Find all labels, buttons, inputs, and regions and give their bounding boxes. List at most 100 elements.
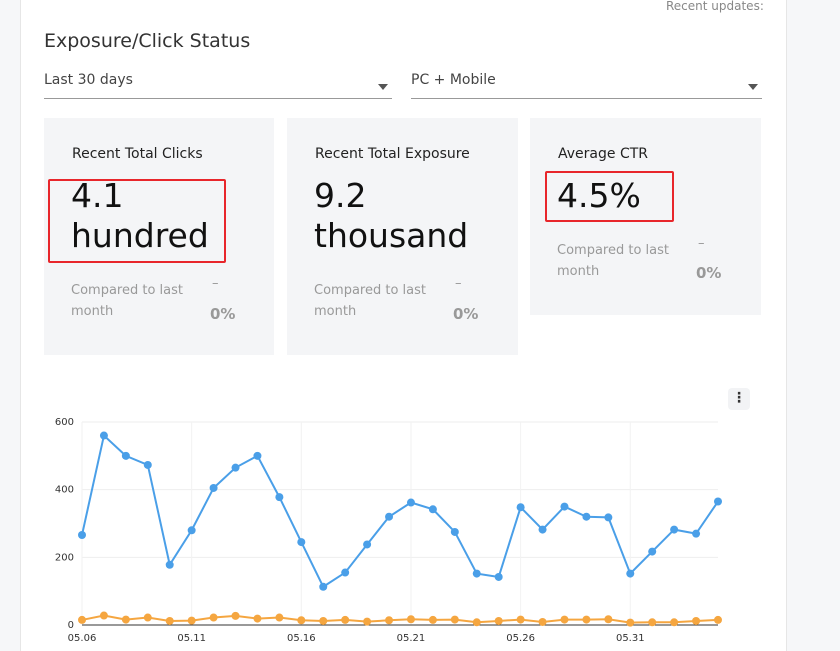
- data-point: [714, 615, 722, 624]
- card-change: 0%: [210, 305, 236, 323]
- card-value: 4.1 hundred: [71, 176, 209, 255]
- recent-updates: Recent updates:: [666, 0, 764, 13]
- data-point: [516, 615, 525, 624]
- data-point: [231, 463, 240, 472]
- data-point: [253, 451, 262, 460]
- data-point: [165, 560, 174, 569]
- select-text: PC + Mobile: [411, 72, 496, 88]
- y-tick-label: 400: [55, 485, 74, 496]
- data-point: [187, 616, 196, 625]
- section-title: Exposure/Click Status: [44, 30, 251, 52]
- card-label: Average CTR: [558, 146, 648, 162]
- data-point: [78, 615, 86, 624]
- data-point: [670, 525, 679, 534]
- data-point: [253, 614, 262, 623]
- data-point: [78, 531, 86, 540]
- data-point: [428, 505, 437, 514]
- y-tick-label: 200: [55, 552, 74, 563]
- data-point: [121, 615, 130, 624]
- card-change-mark: –: [698, 236, 705, 251]
- data-point: [494, 572, 503, 581]
- data-point: [560, 615, 569, 624]
- data-point: [297, 616, 306, 625]
- data-point: [385, 512, 394, 521]
- data-point: [406, 498, 415, 507]
- data-point: [626, 569, 635, 578]
- data-point: [494, 616, 503, 625]
- card-label: Recent Total Clicks: [72, 146, 203, 162]
- data-point: [582, 615, 591, 624]
- data-point: [648, 547, 657, 556]
- data-point: [560, 502, 569, 511]
- select-arrow: [378, 84, 388, 90]
- data-point: [209, 613, 218, 622]
- data-point: [626, 618, 635, 627]
- x-tick-label: 05.21: [397, 633, 426, 644]
- data-point: [297, 538, 306, 547]
- card-compare: Compared to last month: [314, 283, 426, 319]
- data-point: [670, 618, 679, 627]
- data-point: [319, 582, 328, 591]
- card-change-mark: –: [455, 276, 462, 291]
- x-tick-label: 05.11: [177, 633, 206, 644]
- data-point: [604, 615, 613, 624]
- data-point: [538, 617, 547, 626]
- data-point: [209, 483, 218, 492]
- data-point: [363, 540, 372, 549]
- stat-card: Recent Total Exposure 9.2 thousand Compa…: [287, 118, 518, 355]
- data-point: [692, 529, 701, 538]
- data-point: [538, 525, 547, 534]
- data-point: [363, 617, 372, 626]
- device-select[interactable]: PC + Mobile: [411, 72, 762, 99]
- chart: 0 200 400 600 05.06 05.11 05.16 05.21 05.26 05.31: [55, 417, 722, 644]
- data-point: [472, 618, 481, 627]
- x-tick-label: 05.26: [506, 633, 535, 644]
- data-point: [406, 615, 415, 624]
- data-point: [472, 569, 481, 578]
- card-value: 9.2 thousand: [314, 176, 469, 255]
- stat-card: Average CTR 4.5% Compared to last month …: [530, 118, 761, 315]
- data-point: [165, 616, 174, 625]
- chart-menu-button[interactable]: ⋮: [728, 388, 750, 410]
- data-point: [714, 497, 722, 506]
- data-point: [450, 527, 459, 536]
- data-point: [604, 513, 613, 522]
- period-select[interactable]: Last 30 days: [44, 72, 392, 99]
- data-point: [692, 616, 701, 625]
- card-change-mark: –: [212, 276, 219, 291]
- data-point: [341, 568, 350, 577]
- data-point: [385, 616, 394, 625]
- data-point: [143, 613, 152, 622]
- series-line: [81, 614, 719, 624]
- y-tick-label: 600: [55, 417, 74, 428]
- data-point: [341, 615, 350, 624]
- select-arrow: [748, 84, 758, 90]
- card-compare: Compared to last month: [71, 283, 183, 319]
- data-point: [121, 451, 130, 460]
- card-compare: Compared to last month: [557, 243, 669, 279]
- data-point: [99, 611, 108, 620]
- card-change: 0%: [453, 305, 479, 323]
- y-tick-label: 0: [68, 620, 74, 631]
- card-value: 4.5%: [557, 176, 641, 215]
- data-point: [428, 615, 437, 624]
- card-change: 0%: [696, 264, 722, 282]
- highlight-box: [545, 171, 674, 222]
- select-text: Last 30 days: [44, 72, 133, 88]
- series-line: [81, 433, 719, 589]
- x-tick-label: 05.31: [616, 633, 645, 644]
- data-point: [99, 431, 108, 440]
- data-point: [231, 611, 240, 620]
- highlight-box: [48, 179, 226, 263]
- data-point: [187, 526, 196, 535]
- data-point: [319, 616, 328, 625]
- data-point: [648, 618, 657, 627]
- data-point: [516, 503, 525, 512]
- x-tick-label: 05.16: [287, 633, 316, 644]
- data-point: [275, 493, 284, 502]
- data-point: [275, 613, 284, 622]
- x-tick-label: 05.06: [68, 633, 97, 644]
- stat-card: Recent Total Clicks 4.1 hundred Compared…: [44, 118, 274, 355]
- data-point: [450, 615, 459, 624]
